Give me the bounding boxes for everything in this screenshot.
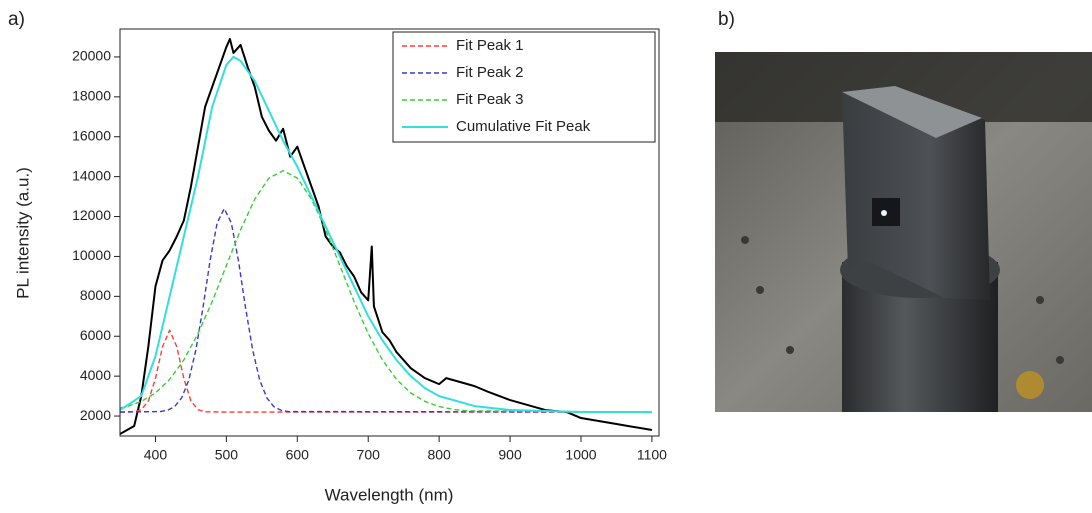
- x-axis-title: Wavelength (nm): [325, 485, 454, 504]
- fit-line: [120, 329, 652, 413]
- photo-hole: [1036, 296, 1044, 304]
- x-tick-label: 400: [144, 447, 168, 463]
- legend-box: [392, 31, 656, 143]
- legend-label: Fit Peak 2: [456, 64, 524, 81]
- photo-block: [842, 86, 990, 300]
- photo-hole: [756, 286, 764, 294]
- y-tick-label: 20000: [72, 48, 111, 64]
- y-tick-label: 12000: [72, 207, 111, 223]
- fit-line: [120, 55, 652, 414]
- plot-lines: [120, 37, 653, 435]
- x-tick-label: 600: [286, 447, 310, 463]
- photo-block-top: [842, 86, 982, 138]
- y-tick-label: 6000: [80, 327, 111, 343]
- legend-label: Fit Peak 1: [456, 37, 524, 54]
- y-tick-label: 8000: [80, 287, 111, 303]
- y-tick-label: 4000: [80, 367, 111, 383]
- photo-hole: [741, 236, 749, 244]
- fit-line: [120, 169, 652, 413]
- x-tick-label: 500: [215, 447, 239, 463]
- spectrum-line: [120, 37, 653, 435]
- photo: [715, 52, 1092, 412]
- x-tick-label: 1100: [637, 447, 667, 463]
- y-tick-label: 10000: [72, 247, 111, 263]
- x-tick-label: 700: [357, 447, 381, 463]
- fit-line: [120, 207, 652, 413]
- panel-label: a): [8, 9, 25, 30]
- y-tick-label: 14000: [72, 167, 111, 183]
- plot-frame: [119, 28, 660, 437]
- x-tick-label: 800: [427, 447, 451, 463]
- photo-hole: [786, 346, 794, 354]
- y-axis-title: PL intensity (a.u.): [13, 167, 32, 299]
- y-tick-label: 2000: [80, 407, 111, 423]
- photo-hole: [1056, 356, 1064, 364]
- y-tick-label: 18000: [72, 88, 111, 104]
- photo-sample-glow: [881, 210, 887, 216]
- y-tick-label: 16000: [72, 127, 111, 143]
- legend-label: Fit Peak 3: [456, 91, 524, 108]
- legend-label: Cumulative Fit Peak: [456, 118, 591, 135]
- panel-label: b): [718, 9, 735, 30]
- x-tick-label: 900: [498, 447, 522, 463]
- photo-knob: [1016, 371, 1044, 399]
- x-tick-label: 1000: [565, 447, 596, 463]
